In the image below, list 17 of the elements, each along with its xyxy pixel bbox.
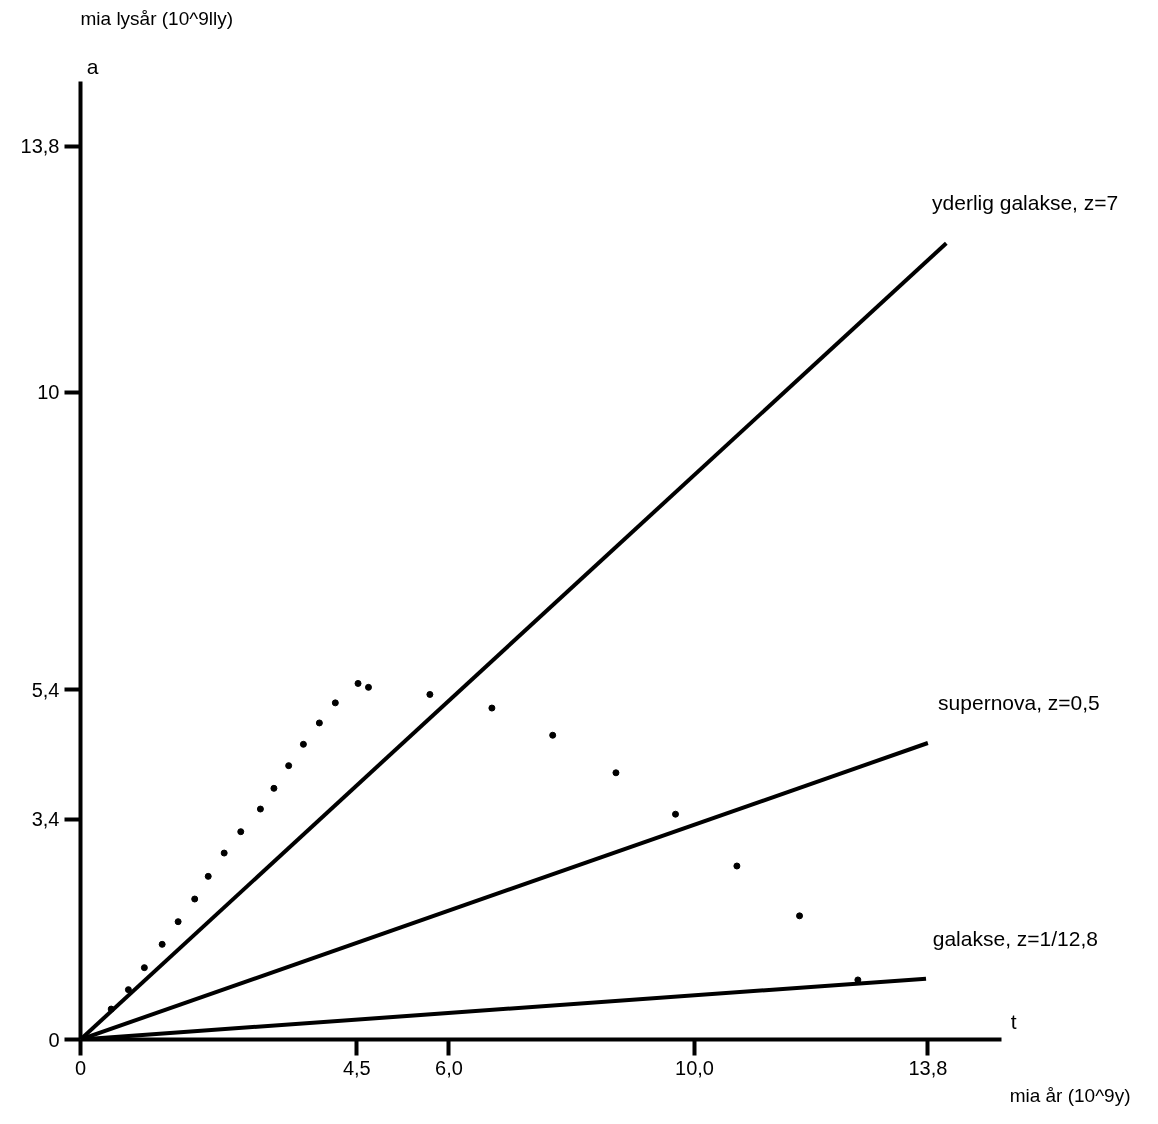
x-tick-label: 10,0 bbox=[675, 1056, 715, 1079]
y-tick-label: 5,4 bbox=[31, 678, 60, 701]
series-label: supernova, z=0,5 bbox=[938, 690, 1100, 714]
y-tick-label: 10 bbox=[37, 381, 60, 404]
x-tick-label: 4,5 bbox=[342, 1056, 371, 1079]
series-label: yderlig galakse, z=7 bbox=[932, 191, 1119, 215]
x-axis-title: t bbox=[1010, 1010, 1017, 1034]
x-tick-label: 13,8 bbox=[908, 1056, 948, 1079]
y-tick-label: 13,8 bbox=[20, 135, 60, 158]
y-tick-label: 3,4 bbox=[31, 808, 60, 831]
y-tick-label: 0 bbox=[48, 1028, 60, 1051]
x-tick-label: 6,0 bbox=[435, 1056, 463, 1079]
y-axis-title: a bbox=[86, 55, 99, 79]
x-tick-label: 0 bbox=[74, 1056, 87, 1079]
series-label: galakse, z=1/12,8 bbox=[932, 926, 1098, 950]
text: mia år (10^9y) bbox=[1009, 1084, 1131, 1106]
text: mia lysår (10^9lly) bbox=[80, 7, 234, 29]
